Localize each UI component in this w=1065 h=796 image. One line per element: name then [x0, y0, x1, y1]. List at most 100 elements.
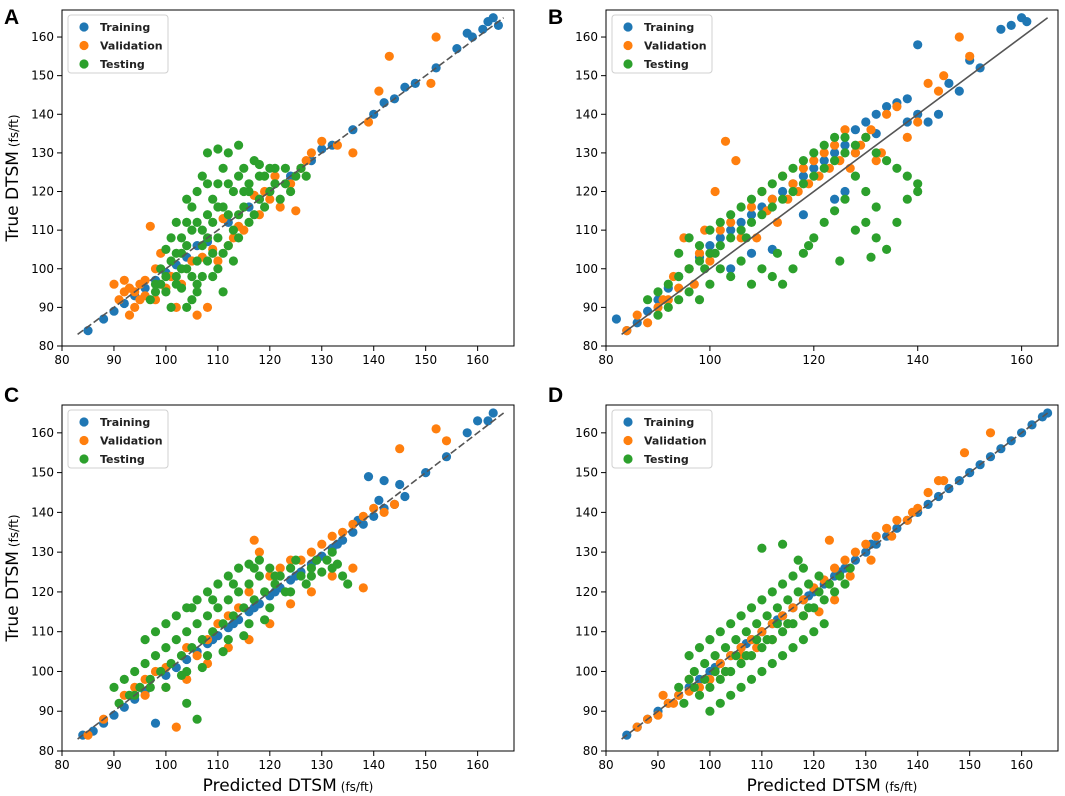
point-validation [270, 171, 280, 181]
point-testing [783, 619, 793, 629]
point-testing [239, 202, 249, 212]
point-testing [710, 248, 720, 258]
point-testing [135, 682, 145, 693]
point-validation [913, 117, 923, 127]
y-tick-label: 150 [575, 466, 598, 480]
point-testing [150, 287, 161, 297]
point-testing [223, 179, 233, 189]
point-testing [824, 579, 835, 589]
point-training [462, 28, 472, 38]
point-testing [798, 563, 809, 573]
identity-line [621, 17, 1049, 336]
point-testing [788, 163, 798, 173]
point-validation [327, 571, 337, 581]
point-testing [218, 647, 228, 657]
x-tick-label: 100 [154, 758, 177, 772]
point-testing [757, 210, 767, 220]
point-testing [197, 662, 207, 673]
point-testing [171, 217, 181, 227]
point-testing [762, 635, 772, 645]
point-training [726, 264, 736, 274]
point-testing [301, 579, 311, 589]
point-validation [119, 275, 129, 285]
point-testing [192, 279, 202, 289]
point-testing [254, 159, 264, 170]
point-testing [270, 163, 280, 173]
panel-letter: D [548, 384, 563, 407]
point-testing [286, 587, 296, 597]
legend-label-training: Training [644, 416, 694, 429]
point-training [99, 314, 109, 324]
point-testing [260, 615, 270, 625]
point-testing [741, 651, 751, 661]
legend-label-testing: Testing [100, 453, 145, 466]
point-testing [234, 233, 244, 243]
point-testing [694, 295, 705, 305]
y-tick-label: 110 [575, 223, 598, 237]
point-testing [726, 210, 736, 220]
point-validation [767, 194, 777, 204]
point-validation [788, 179, 798, 189]
point-testing [228, 225, 238, 235]
point-testing [814, 571, 824, 581]
y-tick-label: 80 [583, 744, 598, 758]
point-testing [705, 635, 715, 645]
x-tick-label: 90 [106, 758, 121, 772]
point-training [483, 416, 493, 426]
point-testing [265, 563, 275, 573]
point-testing [643, 295, 653, 305]
legend-label-testing: Testing [644, 58, 689, 71]
point-testing [171, 271, 181, 282]
point-testing [684, 287, 694, 297]
legend-marker-validation [79, 435, 89, 446]
point-testing [819, 163, 829, 173]
point-testing [176, 670, 187, 681]
legend-label-validation: Validation [100, 40, 163, 53]
y-tick-label: 90 [583, 704, 598, 718]
point-testing [239, 603, 249, 613]
point-training [483, 17, 493, 27]
point-testing [840, 579, 850, 589]
x-tick-label: 110 [750, 758, 773, 772]
point-testing [202, 256, 213, 266]
point-testing [182, 627, 192, 637]
point-testing [809, 627, 819, 637]
point-testing [861, 132, 871, 142]
point-testing [327, 547, 337, 557]
point-testing [715, 241, 725, 251]
point-testing [161, 271, 171, 282]
x-tick-label: 140 [362, 353, 385, 367]
point-testing [166, 658, 176, 669]
point-testing [767, 179, 777, 189]
point-validation [363, 117, 374, 127]
legend-marker-training [623, 417, 633, 427]
point-testing [830, 156, 840, 166]
point-testing [767, 658, 777, 669]
point-testing [746, 674, 757, 685]
y-tick-label: 80 [583, 339, 598, 353]
legend-label-testing: Testing [100, 58, 145, 71]
point-testing [882, 156, 892, 166]
y-tick-label: 160 [575, 30, 598, 44]
point-training [882, 102, 892, 112]
point-validation [830, 563, 840, 573]
point-validation [192, 651, 202, 661]
point-validation [840, 125, 850, 135]
point-testing [343, 579, 353, 589]
point-validation [907, 507, 918, 517]
point-training [944, 78, 954, 88]
point-training [400, 82, 410, 92]
point-testing [176, 264, 187, 274]
x-tick-label: 80 [598, 758, 613, 772]
point-validation [306, 587, 316, 597]
point-training [809, 163, 819, 173]
point-testing [223, 635, 233, 645]
point-testing [223, 148, 233, 158]
point-validation [275, 563, 285, 573]
point-testing [798, 611, 809, 621]
point-validation [306, 148, 316, 158]
point-testing [741, 627, 751, 637]
point-testing [684, 264, 694, 274]
point-testing [752, 619, 762, 629]
point-testing [835, 256, 845, 266]
